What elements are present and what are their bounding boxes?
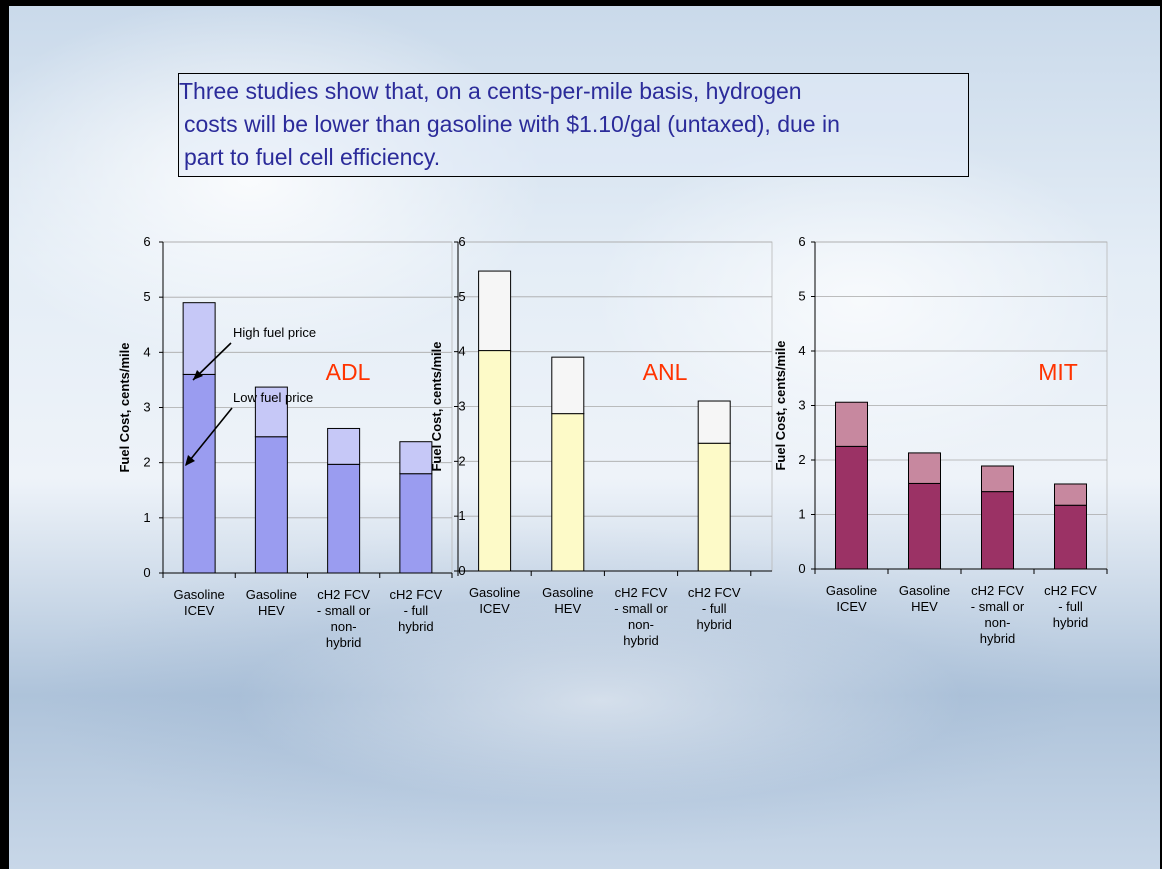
bar-high-fuel-price — [697, 400, 731, 444]
study-label: ADL — [326, 359, 371, 385]
bar-low-fuel-price — [327, 463, 361, 574]
study-label: MIT — [1038, 359, 1078, 385]
y-tick-label: 4 — [143, 344, 150, 359]
category-label: Gasoline — [173, 587, 224, 602]
category-label: Gasoline — [246, 587, 297, 602]
y-tick-label: 6 — [798, 234, 805, 249]
bar-high-fuel-price — [182, 302, 216, 375]
annotation-arrow-low — [185, 407, 233, 466]
category-label: Gasoline — [469, 585, 520, 600]
category-label: hybrid — [1053, 615, 1088, 630]
study-label: ANL — [643, 359, 688, 385]
y-tick-label: 1 — [798, 507, 805, 522]
y-tick-label: 2 — [143, 455, 150, 470]
y-tick-label: 0 — [143, 565, 150, 580]
category-label: cH2 FCV — [971, 583, 1024, 598]
y-tick-label: 5 — [458, 289, 465, 304]
category-label: - small or — [971, 599, 1025, 614]
bar-high-fuel-price — [478, 270, 512, 352]
headline-line-2: costs will be lower than gasoline with $… — [184, 111, 840, 137]
category-label: HEV — [554, 601, 581, 616]
category-label: ICEV — [479, 601, 510, 616]
bar-low-fuel-price — [551, 413, 585, 572]
category-label: cH2 FCV — [615, 585, 668, 600]
headline-line-3: part to fuel cell efficiency. — [184, 144, 441, 170]
y-tick-label: 3 — [798, 398, 805, 413]
bar-low-fuel-price — [981, 491, 1014, 570]
frame-right-border — [1160, 0, 1162, 869]
category-label: - full — [404, 603, 429, 618]
y-tick-label: 3 — [458, 399, 465, 414]
annotation-arrowhead-low — [185, 455, 195, 466]
bar-high-fuel-price — [1054, 483, 1087, 506]
annotation-high-fuel-price: High fuel price — [233, 325, 316, 340]
category-label: - small or — [317, 603, 371, 618]
category-label: non- — [331, 619, 357, 634]
headline-box: Three studies show that, on a cents-per-… — [178, 73, 969, 177]
bar-high-fuel-price — [551, 356, 585, 415]
annotation-arrowhead-high — [193, 370, 203, 380]
y-axis-label: Fuel Cost, cents/mile — [117, 342, 132, 472]
bar-low-fuel-price — [697, 442, 731, 572]
bar-high-fuel-price — [399, 441, 433, 475]
headline-line-1: Three studies show that, on a cents-per-… — [179, 78, 802, 104]
category-label: non- — [628, 617, 654, 632]
y-tick-label: 1 — [458, 508, 465, 523]
y-axis-label: Fuel Cost, cents/mile — [773, 340, 788, 470]
y-tick-label: 5 — [798, 289, 805, 304]
category-label: Gasoline — [826, 583, 877, 598]
y-axis-label: Fuel Cost, cents/mile — [429, 341, 444, 471]
y-tick-label: 3 — [143, 400, 150, 415]
frame-top-border — [0, 0, 1162, 6]
category-label: - full — [1058, 599, 1083, 614]
bar-high-fuel-price — [327, 427, 361, 465]
category-label: non- — [984, 615, 1010, 630]
y-tick-label: 2 — [458, 453, 465, 468]
category-label: - full — [702, 601, 727, 616]
y-tick-label: 1 — [143, 510, 150, 525]
category-label: hybrid — [696, 617, 731, 632]
bar-high-fuel-price — [835, 401, 868, 447]
category-label: HEV — [911, 599, 938, 614]
category-label: cH2 FCV — [1044, 583, 1097, 598]
frame-left-border — [0, 0, 9, 869]
category-label: HEV — [258, 603, 285, 618]
y-tick-label: 5 — [143, 289, 150, 304]
bar-low-fuel-price — [399, 473, 433, 574]
y-tick-label: 2 — [798, 452, 805, 467]
y-tick-label: 4 — [798, 343, 805, 358]
bar-low-fuel-price — [835, 445, 868, 570]
y-tick-label: 6 — [458, 234, 465, 249]
category-label: cH2 FCV — [317, 587, 370, 602]
annotation-low-fuel-price: Low fuel price — [233, 390, 313, 405]
bar-low-fuel-price — [182, 373, 216, 574]
bar-low-fuel-price — [254, 436, 288, 574]
bar-low-fuel-price — [908, 482, 941, 570]
y-tick-label: 4 — [458, 344, 465, 359]
category-label: cH2 FCV — [390, 587, 443, 602]
bar-high-fuel-price — [981, 465, 1014, 493]
category-label: hybrid — [326, 635, 361, 650]
category-label: - small or — [614, 601, 668, 616]
y-tick-label: 0 — [798, 561, 805, 576]
y-tick-label: 6 — [143, 234, 150, 249]
bar-high-fuel-price — [908, 452, 941, 484]
category-label: hybrid — [980, 631, 1015, 646]
category-label: ICEV — [836, 599, 867, 614]
bar-low-fuel-price — [1054, 504, 1087, 570]
category-label: cH2 FCV — [688, 585, 741, 600]
category-label: Gasoline — [542, 585, 593, 600]
bar-low-fuel-price — [478, 350, 512, 572]
category-label: hybrid — [398, 619, 433, 634]
category-label: hybrid — [623, 633, 658, 648]
category-label: Gasoline — [899, 583, 950, 598]
category-label: ICEV — [184, 603, 215, 618]
bar-high-fuel-price — [254, 386, 288, 438]
